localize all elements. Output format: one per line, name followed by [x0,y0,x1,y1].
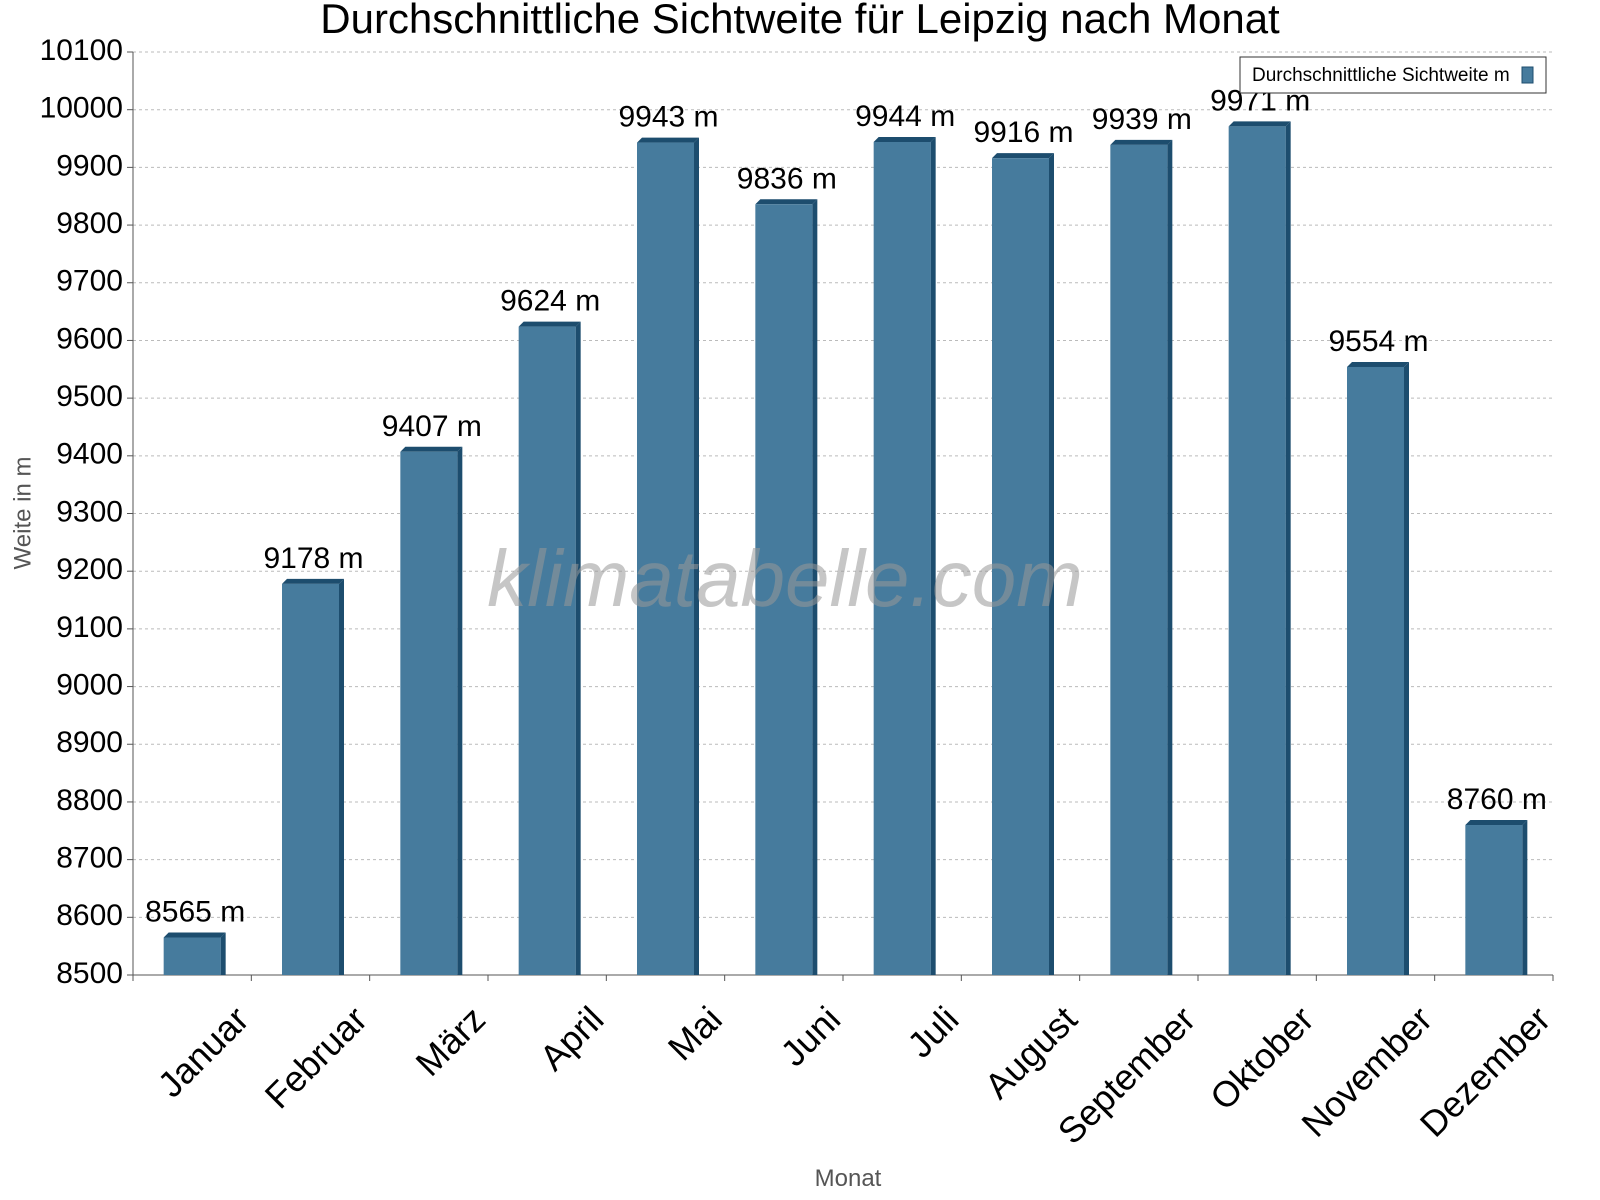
bar-side [694,137,699,975]
legend-box [1239,56,1547,94]
value-label: 9554 m [1328,325,1428,358]
x-tick-label: Juli [899,998,966,1065]
bar-top [163,932,226,938]
bar [1465,825,1523,975]
bar [163,937,221,975]
y-axis-label: Weite in m [9,457,36,570]
value-label: 9624 m [500,285,600,318]
y-tick-label: 9400 [56,438,123,471]
y-tick-label: 9000 [56,668,123,701]
x-tick-label: Juni [772,998,848,1074]
bar-side [1049,153,1054,975]
x-tick-label: Februar [257,998,375,1116]
watermark: klimatabelle.com [487,534,1083,623]
bar [755,204,813,976]
bar-side [812,199,818,976]
x-tick-label: April [532,998,612,1078]
chart-title: Durchschnittliche Sichtweite für Leipzig… [320,0,1280,42]
bar-side [220,932,226,975]
x-tick-label: Dezember [1412,998,1558,1144]
y-tick-label: 9800 [56,207,123,240]
bar [1110,144,1168,975]
bar [873,141,931,975]
legend-swatch [1521,66,1534,84]
y-tick-label: 9100 [56,611,123,644]
bar [1347,366,1404,975]
bar-side [1522,820,1528,975]
x-tick-label: Mai [660,998,730,1068]
x-tick-label: August [977,998,1085,1106]
y-tick-label: 8800 [56,784,123,817]
y-tick-label: 9200 [56,553,123,586]
bar-top [755,199,818,205]
value-label: 9939 m [1092,103,1192,136]
bar-top [992,153,1054,159]
legend-label: Durchschnittliche Sichtweite m [1252,65,1510,86]
bar-side [339,578,344,975]
bar [282,583,339,975]
value-label: 8565 m [145,896,245,929]
x-tick-label: Januar [150,998,257,1105]
x-axis-label: Monat [815,1165,882,1192]
bar-top [1228,121,1291,127]
x-tick-label: Oktober [1202,998,1322,1118]
bar-top [873,136,936,142]
bar-side [575,321,581,975]
bar-top [400,446,463,452]
bar [992,158,1049,975]
bar [400,451,458,975]
bar [518,326,576,975]
y-tick-label: 10000 [40,92,123,125]
value-label: 8760 m [1447,783,1547,816]
value-label: 9944 m [855,100,955,133]
y-tick-label: 9600 [56,322,123,355]
bar-top [1465,820,1528,826]
y-tick-label: 8700 [56,842,123,875]
y-tick-label: 8900 [56,726,123,759]
y-tick-label: 8600 [56,899,123,932]
bar-side [1167,139,1173,975]
bar-side [1404,361,1409,975]
bar-top [1110,139,1173,145]
bar-top [282,578,344,584]
y-tick-label: 8500 [56,957,123,990]
bar [1228,126,1286,976]
value-label: 9836 m [737,162,837,195]
y-tick-label: 9500 [56,380,123,413]
value-label: 9178 m [263,542,363,575]
y-tick-label: 9900 [56,149,123,182]
value-label: 9916 m [973,116,1073,149]
bar-top [637,137,699,143]
x-tick-label: März [408,998,494,1084]
y-tick-label: 9300 [56,495,123,528]
value-label: 9407 m [382,410,482,443]
bar-side [457,446,463,975]
bar-side [1285,121,1291,976]
y-tick-label: 9700 [56,265,123,298]
bar [637,142,694,975]
value-label: 9943 m [618,101,718,134]
y-tick-label: 10100 [40,34,123,67]
bar-side [930,136,936,975]
bar-top [518,321,581,327]
bar-top [1347,361,1409,367]
